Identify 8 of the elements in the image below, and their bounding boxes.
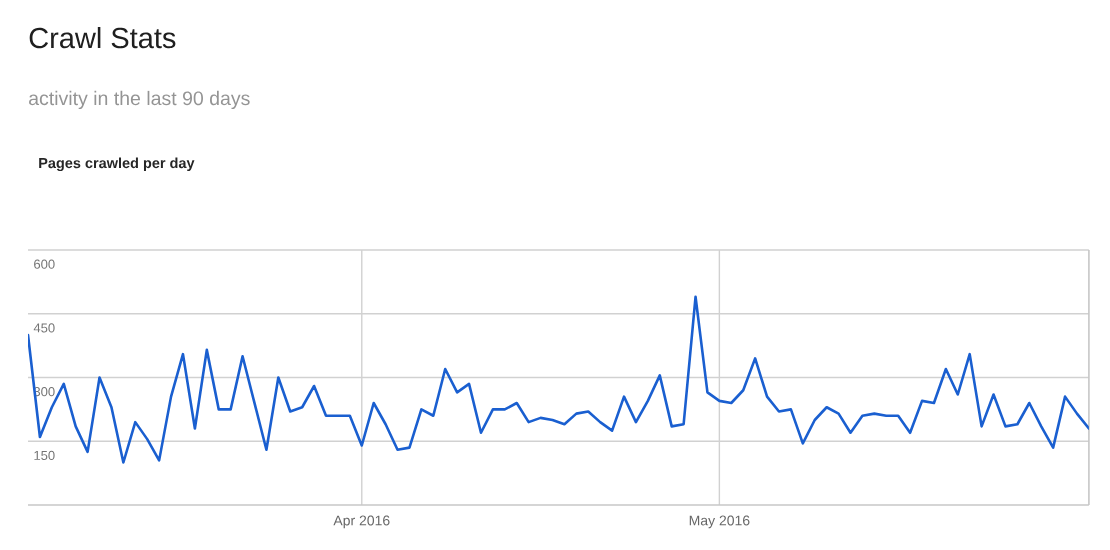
- x-tick-label: Apr 2016: [333, 515, 390, 529]
- chart-title: Crawl Stats: [29, 26, 176, 49]
- y-tick-label: 150: [34, 450, 55, 460]
- y-tick-label: 600: [34, 259, 55, 269]
- chart-subtitle: activity in the last 90 days: [29, 90, 250, 110]
- x-tick-label: May 2016: [689, 515, 750, 529]
- text: Pages crawled per day: [39, 157, 195, 172]
- y-tick-label: 450: [33, 323, 55, 333]
